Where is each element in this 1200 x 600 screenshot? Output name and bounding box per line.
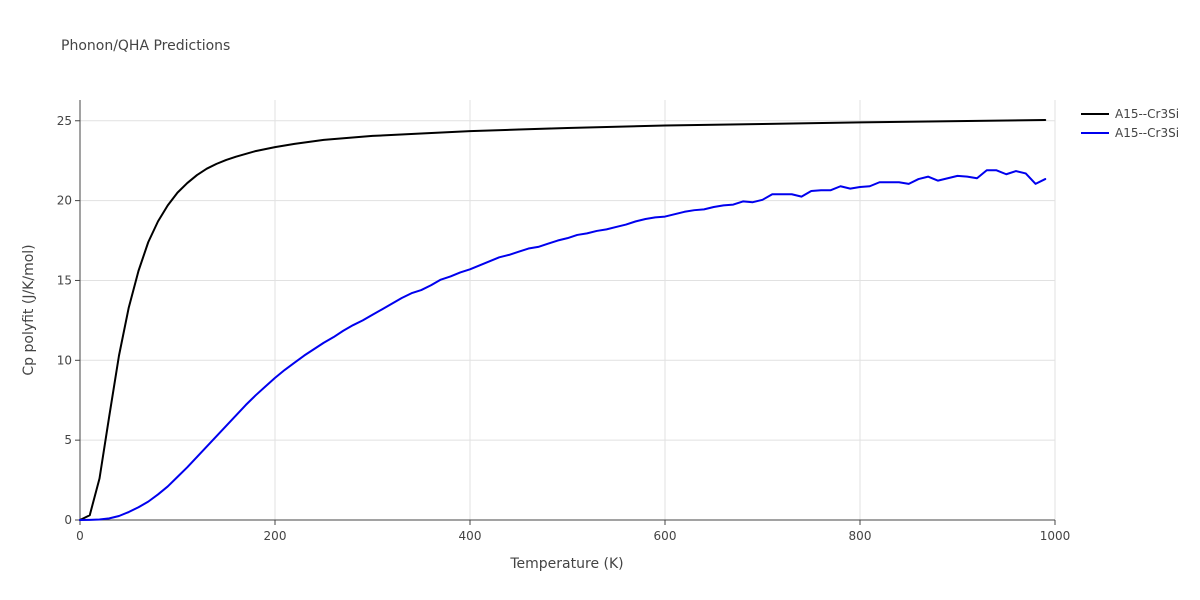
series-line-1 [79, 118, 1047, 521]
y-tick-label: 5 [64, 433, 72, 447]
y-tick-label: 25 [57, 114, 72, 128]
y-axis-title: Cp polyfit (J/K/mol) [21, 244, 37, 375]
series-line-2 [79, 169, 1047, 521]
legend-label-2: A15--Cr3Si [1115, 126, 1179, 140]
series-layer [79, 118, 1047, 521]
y-tick-label: 10 [57, 353, 72, 367]
axis-layer: 0 200 400 600 800 1000 0 5 10 15 20 25 [57, 100, 1071, 543]
legend: A15--Cr3Si A15--Cr3Si [1081, 107, 1179, 140]
x-axis-title: Temperature (K) [509, 556, 623, 572]
y-tick-label: 20 [57, 194, 72, 208]
x-tick-label: 400 [459, 529, 482, 543]
x-tick-label: 0 [76, 529, 84, 543]
x-tick-label: 600 [654, 529, 677, 543]
chart-title: Phonon/QHA Predictions [61, 38, 230, 54]
y-tick-label: 15 [57, 273, 72, 287]
y-tick-label: 0 [64, 513, 72, 527]
grid-layer [80, 100, 1056, 520]
x-tick-label: 200 [264, 529, 287, 543]
x-tick-label: 800 [849, 529, 872, 543]
legend-label-1: A15--Cr3Si [1115, 107, 1179, 121]
x-tick-label: 1000 [1040, 529, 1071, 543]
